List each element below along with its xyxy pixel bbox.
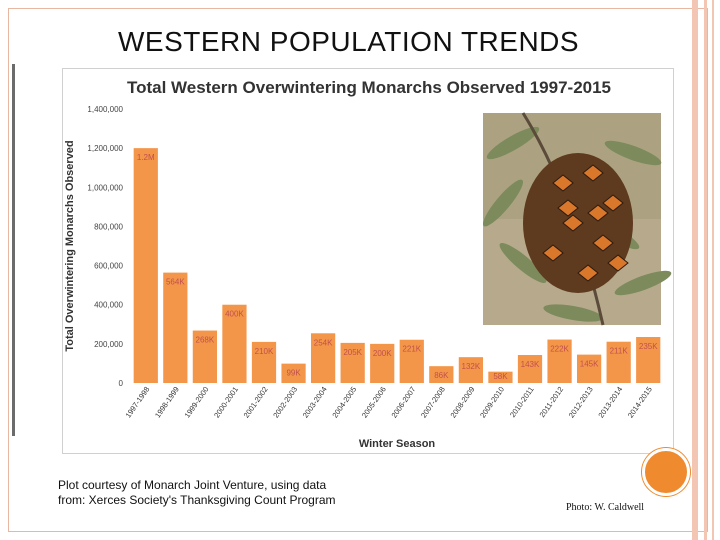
x-axis-title: Winter Season bbox=[359, 438, 436, 450]
x-tick-label: 2007-2008 bbox=[419, 385, 447, 420]
x-tick-label: 2013-2014 bbox=[596, 385, 624, 420]
y-tick-label: 0 bbox=[119, 379, 124, 388]
data-label: 211K bbox=[610, 347, 629, 356]
bar bbox=[370, 343, 395, 383]
caption-line-1: Plot courtesy of Monarch Joint Venture, … bbox=[58, 478, 327, 492]
left-rule bbox=[12, 64, 15, 436]
butterfly-wing bbox=[602, 194, 624, 212]
y-tick-label: 1,000,000 bbox=[87, 183, 123, 192]
bar bbox=[458, 357, 484, 383]
butterfly-wing bbox=[592, 234, 614, 252]
bar bbox=[192, 330, 218, 383]
x-tick-label: 2005-2006 bbox=[360, 385, 388, 420]
x-tick-label: 2003-2004 bbox=[301, 385, 329, 420]
x-tick-label: 1999-2000 bbox=[183, 385, 211, 420]
bar bbox=[488, 371, 513, 383]
bar bbox=[606, 341, 631, 383]
data-label: 564K bbox=[166, 278, 185, 287]
data-label: 143K bbox=[521, 360, 540, 369]
data-label: 235K bbox=[639, 342, 658, 351]
data-label: 205K bbox=[343, 348, 362, 357]
butterfly-wing bbox=[582, 164, 604, 182]
bar bbox=[310, 333, 336, 383]
bar bbox=[340, 342, 365, 383]
y-tick-label: 600,000 bbox=[94, 262, 123, 271]
data-label: 1.2M bbox=[137, 153, 155, 162]
x-tick-label: 2009-2010 bbox=[478, 385, 506, 420]
y-tick-label: 1,200,000 bbox=[87, 144, 123, 153]
eucalyptus-leaf bbox=[482, 179, 524, 227]
eucalyptus-leaf bbox=[486, 126, 540, 160]
y-tick-label: 200,000 bbox=[94, 340, 123, 349]
butterfly-wing bbox=[557, 199, 579, 217]
data-label: 210K bbox=[255, 347, 274, 356]
bar bbox=[399, 339, 424, 383]
x-tick-label: 2008-2009 bbox=[449, 385, 477, 420]
data-label: 99K bbox=[286, 369, 301, 378]
butterfly-wing bbox=[542, 244, 564, 262]
x-tick-label: 2006-2007 bbox=[389, 385, 417, 420]
data-label: 132K bbox=[462, 362, 481, 371]
bar bbox=[576, 354, 602, 383]
butterfly-wing bbox=[587, 204, 609, 222]
orange-circle-decoration bbox=[642, 448, 690, 496]
data-label: 254K bbox=[314, 338, 333, 347]
data-label: 400K bbox=[225, 310, 244, 319]
bar bbox=[251, 341, 277, 383]
slide-title: WESTERN POPULATION TRENDS bbox=[118, 26, 580, 57]
bar bbox=[163, 272, 188, 383]
bar bbox=[636, 337, 661, 383]
x-tick-label: 2002-2003 bbox=[271, 385, 299, 420]
butterfly-wing bbox=[552, 174, 574, 192]
butterfly-wing bbox=[562, 214, 584, 232]
x-tick-label: 2010-2011 bbox=[508, 385, 536, 419]
data-label: 145K bbox=[580, 360, 599, 369]
source-caption: Plot courtesy of Monarch Joint Venture, … bbox=[58, 478, 378, 508]
eucalyptus-leaf bbox=[604, 140, 662, 166]
data-label: 58K bbox=[493, 372, 508, 381]
right-decoration bbox=[688, 0, 720, 540]
monarch-photo bbox=[482, 112, 672, 326]
x-tick-label: 2012-2013 bbox=[567, 385, 595, 420]
bar bbox=[429, 366, 454, 383]
x-tick-label: 2004-2005 bbox=[330, 385, 358, 420]
bar bbox=[222, 304, 247, 383]
x-tick-label: 2014-2015 bbox=[626, 385, 654, 420]
y-tick-label: 800,000 bbox=[94, 222, 123, 231]
data-label: 86K bbox=[434, 371, 449, 380]
x-tick-label: 2011-2012 bbox=[538, 385, 566, 419]
x-tick-label: 1997-1998 bbox=[123, 385, 151, 420]
x-tick-label: 2000-2001 bbox=[212, 385, 240, 420]
butterfly-wing bbox=[577, 264, 599, 282]
butterfly-wing bbox=[607, 254, 629, 272]
eucalyptus-leaf bbox=[499, 242, 547, 284]
data-label: 221K bbox=[402, 345, 421, 354]
data-label: 222K bbox=[550, 345, 569, 354]
chart-title: Total Western Overwintering Monarchs Obs… bbox=[127, 78, 611, 97]
x-tick-label: 1998-1999 bbox=[153, 385, 181, 420]
slide-frame bbox=[8, 8, 708, 532]
data-label: 200K bbox=[373, 349, 392, 358]
bar bbox=[133, 148, 158, 383]
data-label: 268K bbox=[196, 336, 215, 345]
bar-chart: Total Western Overwintering Monarchs Obs… bbox=[64, 78, 672, 450]
y-tick-label: 1,400,000 bbox=[87, 105, 123, 114]
eucalyptus-leaf bbox=[543, 304, 603, 322]
bar bbox=[547, 339, 572, 383]
photo-credit: Photo: W. Caldwell bbox=[566, 502, 645, 513]
bar bbox=[281, 363, 306, 383]
chart-panel: Total Western Overwintering Monarchs Obs… bbox=[62, 68, 674, 454]
y-tick-label: 400,000 bbox=[94, 301, 123, 310]
y-axis-title: Total Overwintering Monarchs Observed bbox=[64, 140, 76, 351]
x-tick-label: 2001-2002 bbox=[242, 385, 270, 420]
bar bbox=[517, 355, 543, 383]
eucalyptus-leaf bbox=[614, 270, 672, 296]
caption-line-2: from: Xerces Society's Thanksgiving Coun… bbox=[58, 493, 336, 507]
